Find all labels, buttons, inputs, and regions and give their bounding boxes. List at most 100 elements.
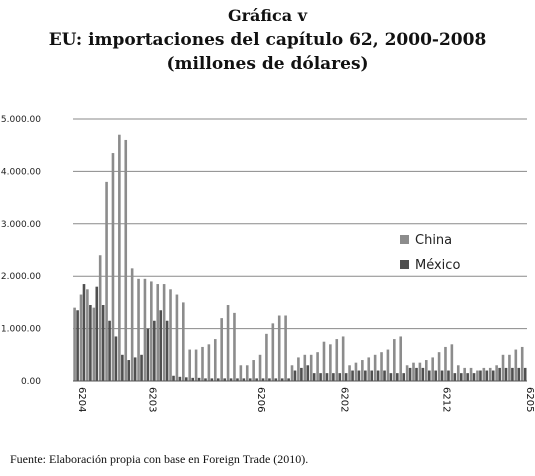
bar-mexico — [191, 377, 194, 381]
bar-china — [322, 341, 326, 381]
bar-china — [514, 349, 518, 381]
bar-china — [213, 339, 217, 381]
bar-china — [437, 352, 441, 381]
bar-mexico — [332, 373, 335, 381]
bar-mexico — [127, 360, 131, 381]
bar-mexico — [229, 378, 233, 381]
bar-mexico — [376, 370, 380, 381]
bar-china — [520, 346, 524, 381]
bar-mexico — [172, 375, 175, 381]
bars — [73, 134, 527, 381]
bar-mexico — [178, 376, 182, 381]
bar-china — [405, 365, 409, 381]
bar-mexico — [517, 367, 521, 381]
bar-mexico — [153, 320, 156, 381]
bar-china — [501, 354, 505, 381]
bar-mexico — [89, 305, 92, 381]
gridlines — [73, 118, 527, 382]
bar-china — [258, 354, 262, 381]
bar-mexico — [408, 367, 412, 381]
bar-mexico — [293, 370, 297, 381]
bar-china — [271, 323, 275, 381]
bar-mexico — [453, 373, 457, 381]
bar-china — [201, 346, 204, 381]
bar-mexico — [159, 310, 163, 381]
bar-mexico — [491, 370, 495, 381]
bar-mexico — [351, 370, 354, 381]
bar-china — [482, 367, 486, 381]
x-tick-label: 6205 — [524, 387, 535, 412]
bar-china — [373, 354, 377, 381]
bar-china — [380, 352, 383, 381]
bar-mexico — [383, 370, 386, 381]
bar-china — [412, 362, 415, 381]
bar-mexico — [344, 373, 348, 381]
bar-china — [130, 268, 134, 381]
bar-china — [162, 284, 166, 381]
bar-china — [450, 344, 454, 381]
bar-china — [335, 339, 339, 381]
bar-china — [354, 362, 358, 381]
bar-china — [245, 365, 249, 381]
bar-mexico — [76, 310, 79, 381]
legend: China México — [400, 233, 460, 273]
bar-mexico — [185, 377, 188, 381]
y-tick-label: 5.000.00 — [1, 115, 41, 125]
bar-china — [239, 365, 243, 381]
bar-china — [329, 344, 332, 381]
bar-china — [137, 278, 140, 381]
bar-china — [143, 278, 147, 381]
bar-china — [175, 294, 179, 381]
bar-mexico — [479, 370, 482, 381]
bar-mexico — [255, 378, 258, 381]
bar-mexico — [440, 370, 444, 381]
bar-mexico — [210, 378, 214, 381]
bar-china — [111, 153, 115, 381]
bar-mexico — [523, 367, 527, 381]
x-tick-label: 6212 — [441, 387, 452, 412]
bar-china — [488, 367, 492, 381]
bar-mexico — [421, 367, 425, 381]
bar-china — [348, 365, 351, 381]
bar-china — [463, 367, 466, 381]
legend-swatch-mexico — [400, 260, 409, 269]
bar-mexico — [447, 370, 450, 381]
bar-mexico — [325, 373, 329, 381]
bar-china — [418, 362, 422, 381]
x-axis-ticks: 62046203620662026212620562106211 — [76, 387, 535, 412]
bar-china — [456, 365, 460, 381]
bar-china — [316, 352, 319, 381]
y-tick-label: 3.000.00 — [1, 220, 41, 230]
bar-china — [150, 281, 153, 381]
bar-mexico — [466, 373, 469, 381]
bar-mexico — [197, 377, 201, 381]
bar-china — [73, 307, 76, 381]
bar-china — [169, 289, 172, 381]
bar-mexico — [274, 378, 278, 381]
bar-mexico — [140, 354, 143, 381]
bar-china — [508, 354, 511, 381]
bar-china — [476, 370, 479, 381]
bar-mexico — [338, 373, 342, 381]
bar-mexico — [223, 378, 226, 381]
bar-mexico — [485, 370, 489, 381]
bar-mexico — [216, 378, 220, 381]
bar-mexico — [300, 367, 303, 381]
bar-mexico — [133, 357, 137, 381]
bar-mexico — [459, 373, 463, 381]
bar-mexico — [427, 370, 431, 381]
bar-mexico — [204, 378, 207, 381]
bar-mexico — [236, 378, 239, 381]
bar-mexico — [434, 370, 437, 381]
bar-mexico — [402, 373, 406, 381]
chart-title: EU: importaciones del capítulo 62, 2000-… — [48, 30, 487, 50]
bar-china — [220, 318, 223, 381]
bar-china — [92, 307, 96, 381]
bar-mexico — [82, 284, 86, 381]
bar-china — [284, 315, 287, 381]
bar-china — [495, 365, 498, 381]
bar-china — [156, 284, 160, 381]
y-axis-ticks: 0.00 1.000.00 2.000.00 3.000.00 4.000.00 5.00… — [1, 115, 41, 387]
bar-mexico — [287, 378, 290, 381]
bar-mexico — [146, 328, 150, 381]
